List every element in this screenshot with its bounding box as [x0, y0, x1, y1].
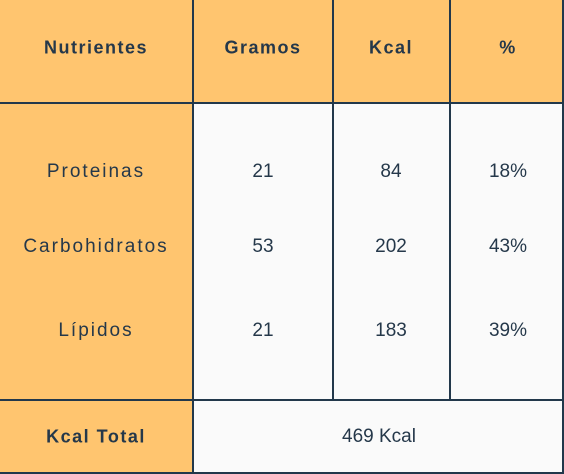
cell: 21 [252, 320, 274, 341]
column-border [562, 0, 564, 474]
cell: 21 [252, 161, 274, 182]
cell: 18% [488, 161, 528, 182]
row-border [0, 399, 564, 401]
body-background [193, 103, 564, 474]
row-label: Carbohidratos [23, 236, 169, 257]
header-background [0, 0, 564, 103]
cell: 39% [488, 320, 528, 341]
label-column-background [0, 103, 193, 474]
row-label: Lípidos [58, 320, 134, 341]
header-cell: Gramos [224, 37, 302, 58]
header-cell: % [499, 37, 517, 58]
cell: 53 [252, 236, 274, 257]
column-border [449, 0, 451, 400]
column-border [192, 0, 194, 474]
header-cell: Kcal [368, 37, 414, 58]
footer-label: Kcal Total [46, 426, 146, 447]
cell: 183 [375, 320, 407, 341]
row-border [0, 102, 564, 104]
cell: 43% [488, 236, 528, 257]
cell: 202 [375, 236, 407, 257]
cell: 84 [380, 161, 402, 182]
row-border [0, 472, 564, 474]
header-cell: Nutrientes [43, 37, 149, 58]
column-border [332, 0, 334, 400]
footer-value: 469 Kcal [342, 426, 416, 447]
row-label: Proteinas [46, 161, 146, 182]
